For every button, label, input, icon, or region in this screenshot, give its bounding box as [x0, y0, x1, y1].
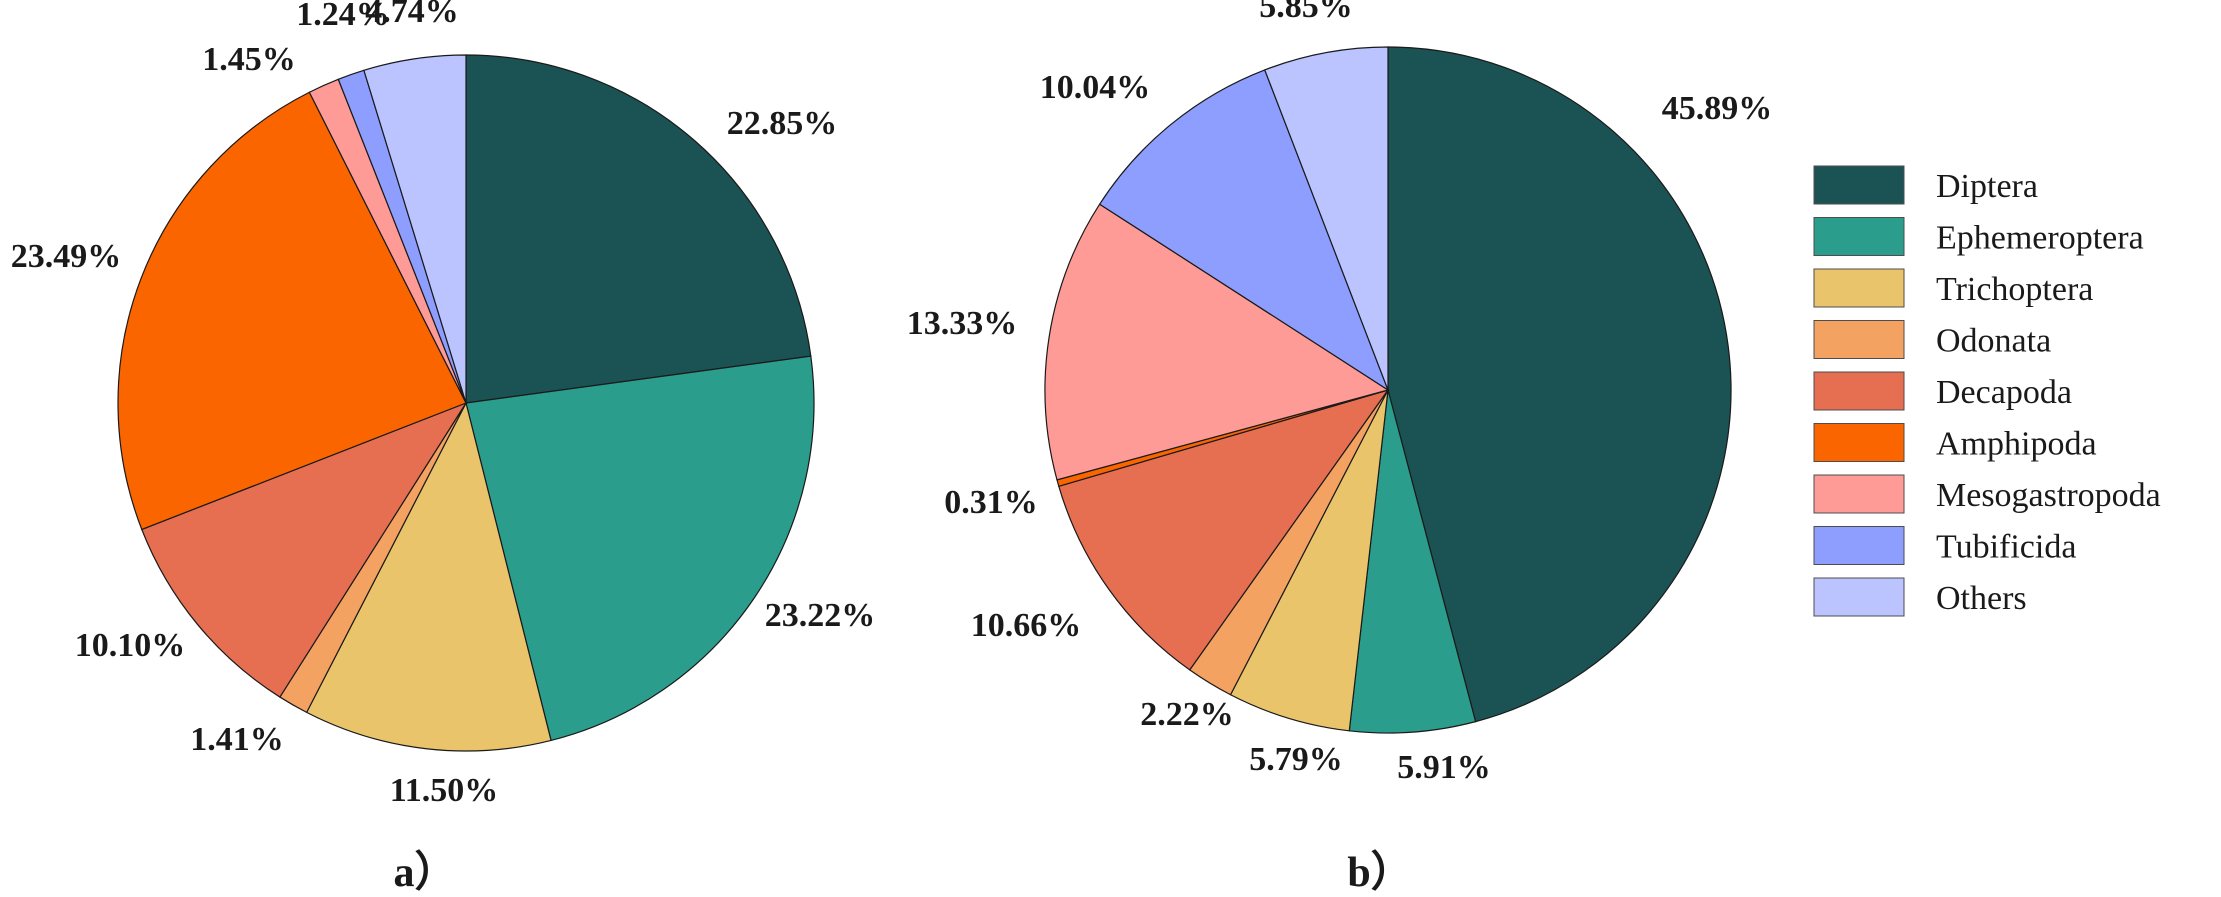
slice-b-trichoptera — [1229, 389, 1389, 732]
legend-label-tubificida: Tubificida — [1936, 529, 2076, 566]
data-label-a-others: 4.74% — [365, 0, 459, 30]
panel-label-b: b） — [1347, 849, 1412, 896]
data-label-b-amphipoda: 0.31% — [944, 484, 1038, 521]
data-label-a-decapoda: 10.10% — [75, 627, 186, 664]
data-label-a-mesogastropoda: 1.45% — [202, 41, 296, 78]
legend-swatch-decapoda — [1813, 371, 1905, 411]
legend-label-trichoptera: Trichoptera — [1936, 271, 2093, 308]
slice-b-diptera — [1387, 46, 1732, 723]
slice-a-amphipoda — [117, 91, 467, 531]
data-label-a-ephemeroptera: 23.22% — [765, 597, 876, 634]
legend-label-decapoda: Decapoda — [1936, 374, 2072, 411]
slice-a-others — [363, 54, 467, 404]
slice-b-decapoda — [1058, 388, 1390, 671]
legend-swatch-others — [1813, 577, 1905, 617]
data-label-b-ephemeroptera: 5.91% — [1397, 749, 1491, 786]
data-label-a-trichoptera: 11.50% — [390, 772, 499, 809]
legend-label-amphipoda: Amphipoda — [1936, 426, 2097, 463]
data-label-b-tubificida: 10.04% — [1040, 69, 1151, 106]
legend-label-odonata: Odonata — [1936, 323, 2051, 360]
legend-swatch-odonata — [1813, 320, 1905, 359]
data-label-b-diptera: 45.89% — [1662, 90, 1773, 127]
legend-swatch-diptera — [1813, 165, 1905, 205]
slice-a-trichoptera — [305, 401, 552, 752]
legend-label-mesogastropoda: Mesogastropoda — [1936, 477, 2161, 514]
data-label-b-odonata: 2.22% — [1140, 696, 1234, 733]
slice-b-tubificida — [1098, 69, 1390, 392]
pie-chart-a: 22.85% 23.22% 11.50% 1.41% 10.10% 23.49% 1.45%… — [11, 0, 876, 809]
slice-b-ephemeroptera — [1348, 389, 1477, 734]
data-label-a-diptera: 22.85% — [727, 105, 838, 142]
legend-label-others: Others — [1936, 580, 2027, 617]
data-label-b-trichoptera: 5.79% — [1249, 741, 1343, 778]
legend-swatch-ephemeroptera — [1813, 217, 1905, 256]
slice-b-mesogastropoda — [1044, 203, 1390, 481]
panel-label-a: a） — [393, 849, 456, 896]
legend-swatch-amphipoda — [1813, 423, 1905, 462]
slice-a-decapoda — [141, 401, 468, 698]
pie-chart-b: 45.89% 5.91% 5.79% 2.22% 10.66% 0.31% 13.33% 10… — [907, 0, 1773, 786]
data-label-b-decapoda: 10.66% — [971, 607, 1082, 644]
legend-swatch-tubificida — [1813, 526, 1905, 565]
data-label-b-mesogastropoda: 13.33% — [907, 305, 1018, 342]
data-label-b-others: 5.85% — [1259, 0, 1353, 25]
legend-swatch-mesogastropoda — [1813, 474, 1905, 514]
slice-b-others — [1263, 46, 1389, 391]
data-label-a-tubificida: 1.24% — [296, 0, 390, 33]
legend-label-ephemeroptera: Ephemeroptera — [1936, 220, 2144, 257]
legend-swatch-trichoptera — [1813, 268, 1905, 308]
data-label-a-amphipoda: 23.49% — [11, 238, 122, 275]
slice-a-ephemeroptera — [465, 355, 815, 742]
legend-label-diptera: Diptera — [1936, 168, 2038, 205]
data-label-a-odonata: 1.41% — [190, 721, 284, 758]
legend: Diptera Ephemeroptera Trichoptera Odonata De… — [1813, 165, 2161, 617]
slice-a-diptera — [465, 54, 812, 404]
